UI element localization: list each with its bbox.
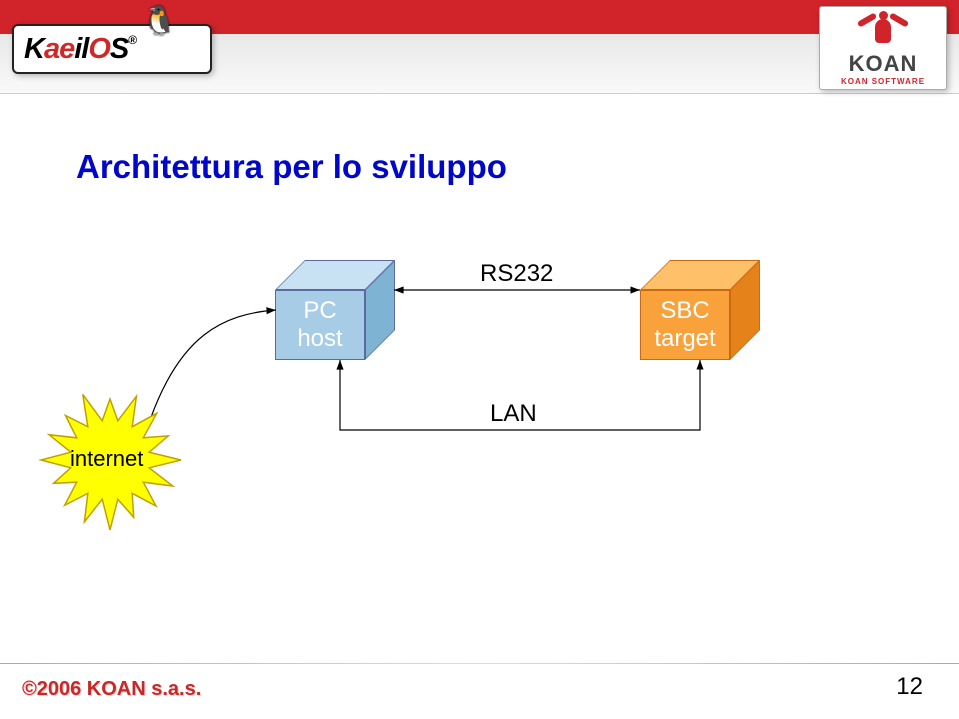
label-overlay: RS232 LAN internet bbox=[0, 0, 959, 719]
rs232-label: RS232 bbox=[480, 260, 553, 288]
internet-label: internet bbox=[70, 446, 143, 472]
lan-label: LAN bbox=[490, 400, 537, 428]
